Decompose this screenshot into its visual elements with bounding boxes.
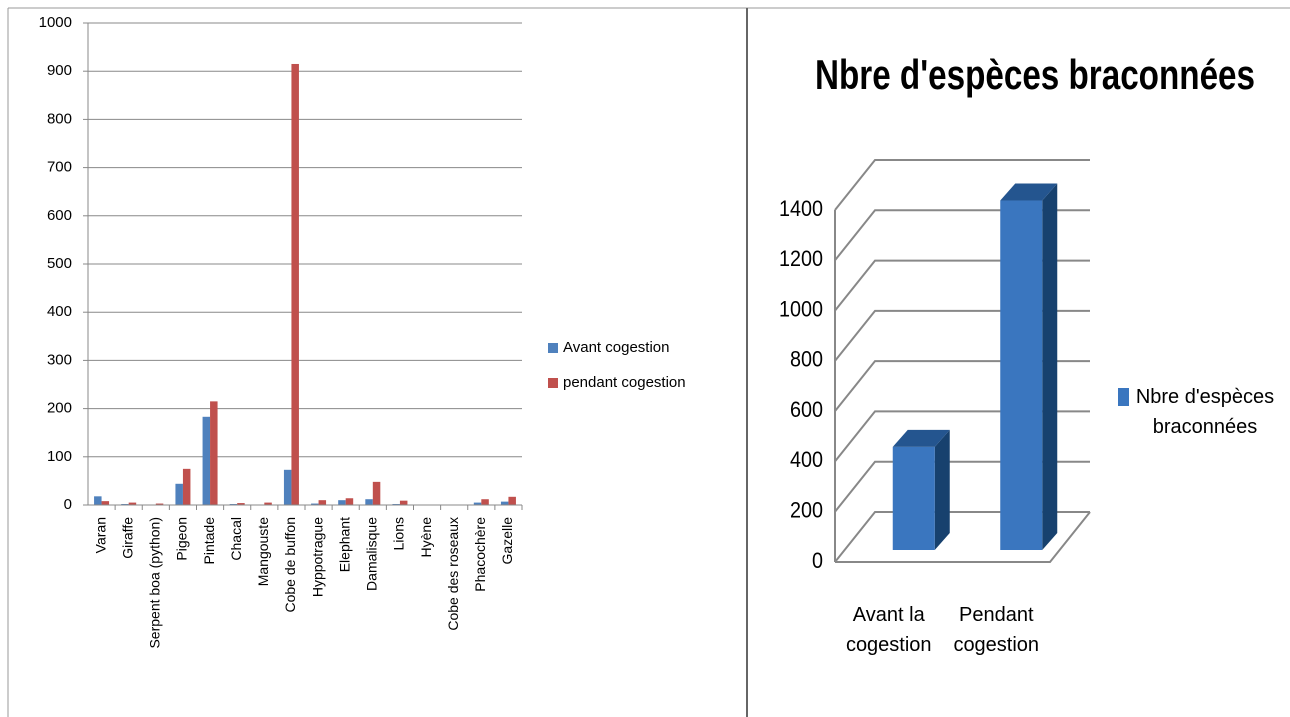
bar	[283, 469, 292, 505]
bar	[210, 401, 218, 505]
bar	[481, 499, 489, 505]
y-tick-label: 1000	[39, 14, 72, 31]
x-tick-label: Pintade	[201, 517, 217, 565]
x-tick-label: Damalisque	[364, 517, 380, 591]
x-tick-label: Phacochère	[472, 517, 488, 592]
legend-swatch	[1118, 388, 1129, 406]
x-tick-label: Hyppotrague	[309, 517, 325, 597]
floor	[835, 511, 1091, 563]
bar	[399, 500, 408, 505]
legend-label: pendant cogestion	[563, 374, 686, 391]
y-tick-label: 100	[47, 448, 72, 465]
x-tick-label: Avant la cogestion	[845, 604, 932, 656]
x-tick-label: Elephant	[336, 517, 352, 572]
y-tick-label: 700	[47, 159, 72, 176]
bar	[311, 503, 319, 505]
x-tick-label: Serpent boa (python)	[147, 517, 163, 649]
legend-label: Nbre d'espèces braconnées	[1135, 386, 1275, 438]
bar	[202, 416, 211, 505]
bar-side	[934, 429, 950, 550]
x-tick-label: Chacal	[228, 517, 244, 561]
y-tick-label: 300	[47, 351, 72, 368]
x-tick-label: Hyène	[418, 517, 434, 558]
bar	[182, 468, 191, 505]
y-tick-label: 1000	[779, 296, 823, 321]
y-tick-label: 400	[790, 447, 823, 472]
bar	[365, 499, 373, 505]
bar	[264, 502, 272, 505]
y-tick-label: 500	[47, 255, 72, 272]
bar	[508, 496, 516, 505]
bar	[128, 502, 137, 505]
y-tick-label: 0	[812, 548, 823, 573]
x-tick-label: Pendant cogestion	[953, 604, 1040, 656]
y-tick-label: 800	[47, 110, 72, 127]
bar-side	[1042, 183, 1058, 550]
bar	[318, 500, 327, 505]
bar	[155, 503, 164, 505]
y-tick-label: 600	[47, 207, 72, 224]
bar	[892, 446, 935, 550]
x-tick-label: Giraffe	[119, 517, 135, 559]
bar	[101, 501, 110, 505]
bar	[338, 500, 346, 505]
legend-swatch	[548, 343, 558, 353]
x-tick-label: Lions	[391, 517, 407, 550]
chart-title: Nbre d'espèces braconnées	[815, 51, 1255, 98]
bar	[237, 503, 245, 505]
x-tick-label: Mangouste	[255, 517, 271, 586]
y-tick-label: 400	[47, 303, 72, 320]
bar-top	[892, 429, 950, 447]
x-tick-label: Cobe de buffon	[282, 517, 298, 613]
y-tick-label: 800	[790, 347, 823, 372]
grid-line	[834, 159, 1090, 211]
x-tick-label: Cobe des roseaux	[445, 517, 461, 631]
y-tick-label: 1200	[779, 246, 823, 271]
legend-label: Avant cogestion	[563, 339, 669, 356]
bar	[372, 481, 381, 505]
y-tick-label: 900	[47, 62, 72, 79]
y-tick-label: 0	[64, 496, 72, 513]
bar	[345, 498, 354, 505]
bar	[500, 501, 509, 505]
x-tick-label: Pigeon	[174, 517, 190, 561]
y-tick-label: 200	[47, 400, 72, 417]
bar	[94, 496, 102, 505]
x-tick-label: Varan	[92, 517, 108, 553]
legend-swatch	[548, 378, 558, 388]
bar	[1000, 200, 1043, 550]
y-tick-label: 1400	[779, 196, 823, 221]
bar-top	[1000, 183, 1058, 201]
y-tick-label: 200	[790, 498, 823, 523]
bar	[291, 63, 299, 505]
bar	[473, 502, 482, 505]
y-tick-label: 600	[790, 397, 823, 422]
bar	[175, 483, 183, 505]
x-tick-label: Gazelle	[499, 517, 515, 565]
